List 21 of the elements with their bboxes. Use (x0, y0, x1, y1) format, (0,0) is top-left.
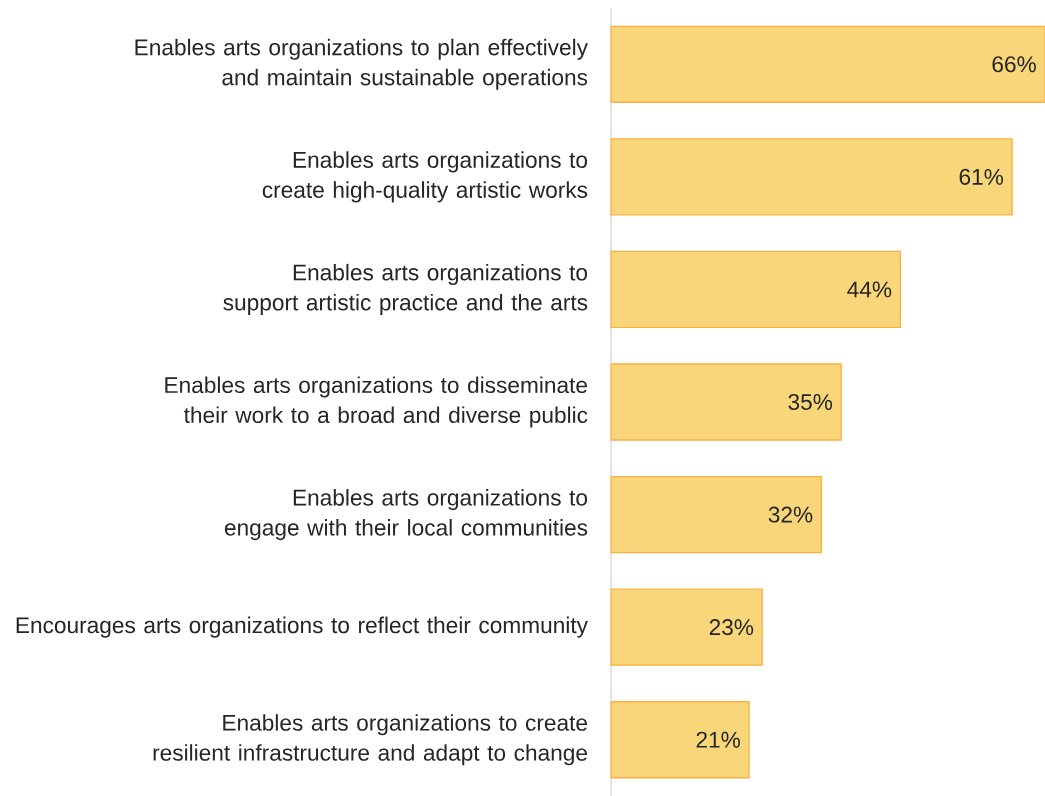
y-tick-label: Enables arts organizations to plan effectively and maintain sustainable operations (135, 38, 588, 90)
y-tick-label: Enables arts organizations to create resilient infrastructure and adapt to change (153, 714, 588, 766)
data-label: 35% (788, 393, 833, 411)
y-tick-label: Enables arts organizations to support artistic practice and the arts (223, 263, 588, 315)
y-tick-label: Enables arts organizations to disseminate their work to a broad and diverse public (165, 376, 588, 428)
data-label: 44% (847, 281, 892, 298)
data-label: 66% (992, 56, 1036, 73)
bar (610, 475, 823, 554)
data-label: 21% (696, 731, 741, 748)
y-tick-label: Encourages arts organizations to reflect their community (16, 616, 588, 638)
data-label: 61% (959, 168, 1004, 185)
y-tick-label: Enables arts organizations to engage with their local communities (224, 489, 588, 541)
y-tick-label: Enables arts organizations to create high-quality artistic works (262, 151, 588, 203)
bar (610, 25, 1045, 103)
bar (610, 701, 750, 779)
bar (610, 363, 842, 441)
data-label: 23% (709, 619, 754, 636)
data-label: 32% (768, 506, 813, 523)
bar (610, 138, 1013, 216)
bar (610, 250, 902, 329)
bar (610, 588, 763, 666)
